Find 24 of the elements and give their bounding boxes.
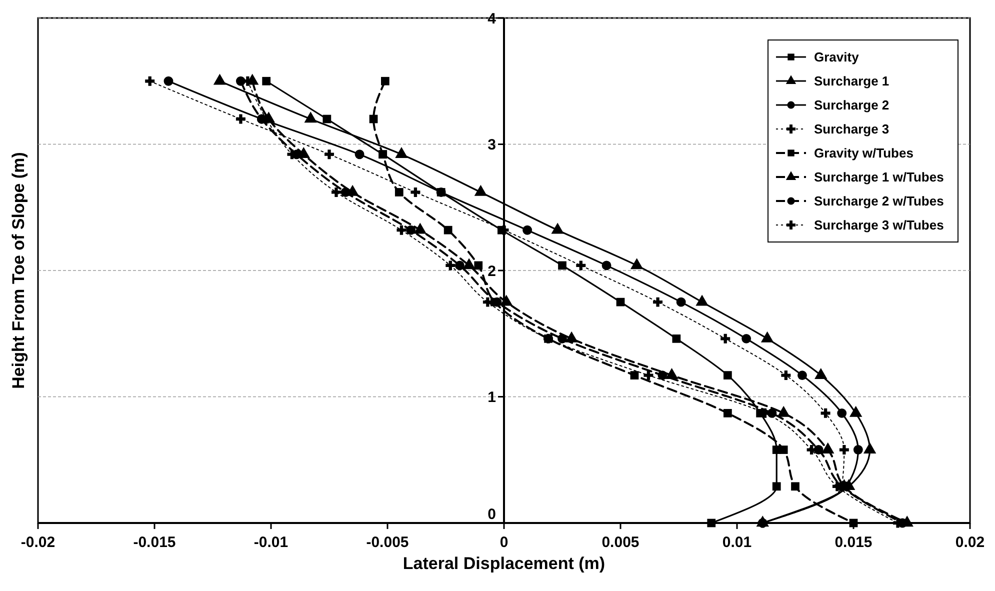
y-tick-label: 2 [488, 262, 496, 280]
x-tick-label: -0.015 [133, 534, 176, 551]
y-tick-label: 4 [488, 10, 497, 28]
legend-label: Surcharge 3 [814, 122, 890, 137]
y-axis-title: Height From Toe of Slope (m) [9, 152, 28, 389]
legend-label: Surcharge 1 [814, 74, 890, 89]
legend-label: Gravity [814, 50, 860, 65]
x-tick-label: 0.02 [955, 534, 985, 551]
y-tick-label: 0 [488, 506, 496, 523]
legend-label: Surcharge 2 [814, 98, 890, 113]
x-axis-title: Lateral Displacement (m) [402, 554, 606, 573]
x-tick-label: 0 [500, 534, 508, 551]
x-tick-label: 0.005 [602, 534, 640, 551]
x-tick-label: 0.01 [722, 534, 752, 551]
x-tick-label: -0.02 [20, 534, 56, 551]
x-tick-label: 0.015 [834, 534, 872, 551]
legend-label: Surcharge 3 w/Tubes [814, 218, 944, 233]
legend-label: Surcharge 2 w/Tubes [814, 194, 944, 209]
legend-label: Gravity w/Tubes [814, 146, 914, 161]
y-tick-label: 3 [488, 136, 496, 154]
legend-label: Surcharge 1 w/Tubes [814, 170, 944, 185]
y-tick-label: 1 [488, 389, 496, 406]
x-tick-label: -0.005 [366, 534, 409, 551]
x-tick-label: -0.01 [254, 534, 288, 551]
